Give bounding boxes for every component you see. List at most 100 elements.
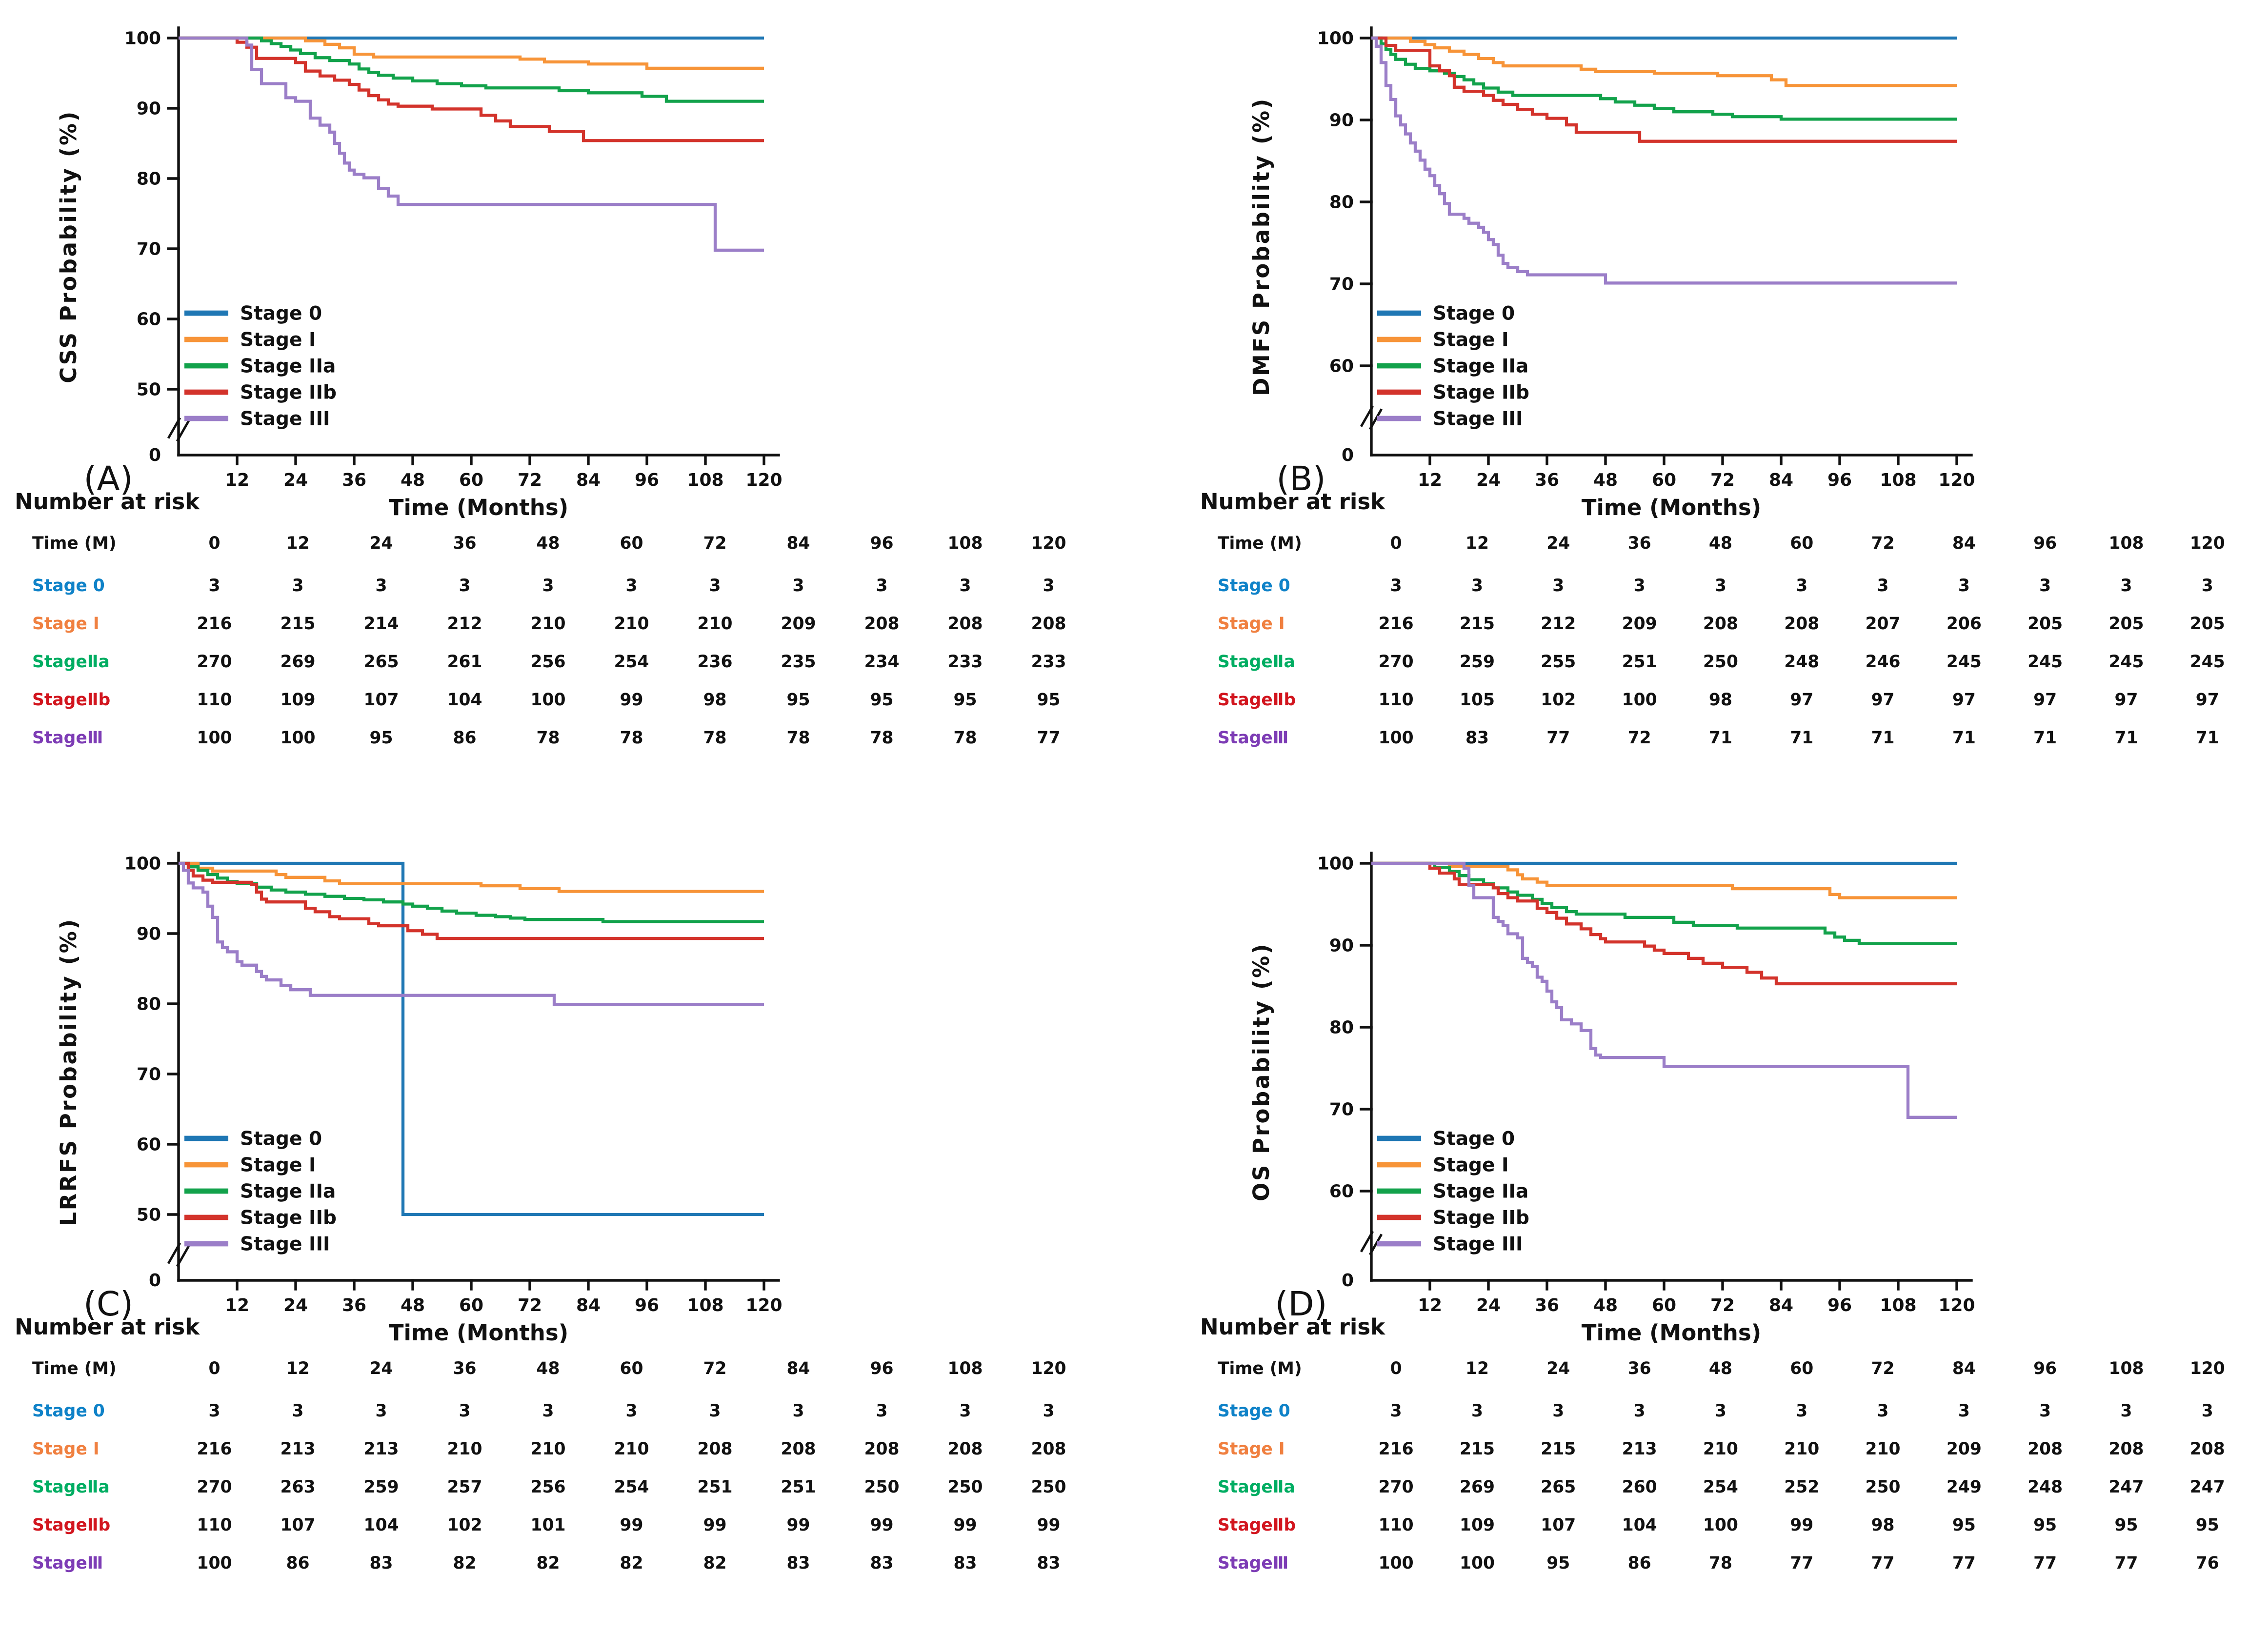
legend-label: Stage I <box>240 1154 316 1176</box>
at-risk-count-cell: 3 <box>1552 575 1565 596</box>
legend-label: Stage IIb <box>240 1207 337 1229</box>
y-tick-label: 70 <box>1329 275 1354 295</box>
risk-table-row: Stage Ⅰ 216 215 215 213 210 210 210 209 208 208 208 <box>1197 1430 2248 1468</box>
at-risk-count-cell: 215 <box>1459 613 1495 634</box>
at-risk-count-cell: 209 <box>781 613 816 634</box>
at-risk-count-cell: 83 <box>953 1552 977 1573</box>
at-risk-count-cell: 210 <box>614 613 649 634</box>
axes <box>167 26 780 465</box>
at-risk-count-cell: 97 <box>2033 689 2057 710</box>
time-header-cell: Time (M) <box>1218 533 1302 553</box>
at-risk-count-cell: 259 <box>1459 651 1495 672</box>
y-tick-label: 70 <box>137 239 161 259</box>
x-tick-label: 96 <box>1827 1295 1852 1315</box>
y-tick-label: 70 <box>1329 1100 1354 1120</box>
x-tick-label: 24 <box>283 470 308 490</box>
time-value-cell: 108 <box>947 1358 983 1378</box>
time-value-cell: 0 <box>208 1358 221 1378</box>
time-value-cell: 12 <box>286 1358 310 1378</box>
x-axis-title: Time (Months) <box>1582 495 1761 520</box>
x-tick-label: 96 <box>1827 470 1852 490</box>
at-risk-count-cell: 97 <box>2195 689 2219 710</box>
at-risk-count-cell: 77 <box>1871 1552 1895 1573</box>
legend-label: Stage III <box>1433 1234 1523 1255</box>
y-tick-label: 100 <box>124 854 161 874</box>
at-risk-count-cell: 95 <box>369 727 393 748</box>
at-risk-count-cell: 3 <box>625 1400 638 1421</box>
at-risk-count-cell: 205 <box>2027 613 2063 634</box>
at-risk-count-cell: 97 <box>2114 689 2138 710</box>
at-risk-count-cell: 250 <box>1703 651 1738 672</box>
risk-table-row: StageⅡb 110 105 102 100 98 97 97 97 97 97 97 <box>1197 680 2248 718</box>
at-risk-count-cell: 78 <box>1708 1552 1732 1573</box>
at-risk-count-cell: 3 <box>709 575 721 596</box>
at-risk-count-cell: 3 <box>1877 1400 1889 1421</box>
at-risk-count-cell: 110 <box>1378 689 1414 710</box>
number-at-risk-heading: Number at risk <box>15 489 200 515</box>
at-risk-count-cell: 82 <box>453 1552 477 1573</box>
legend-label: Stage I <box>1433 329 1509 351</box>
time-value-cell: 84 <box>786 533 810 553</box>
at-risk-count-cell: 100 <box>1622 689 1657 710</box>
time-value-cell: 36 <box>1627 533 1651 553</box>
x-tick-label: 12 <box>1418 470 1442 490</box>
at-risk-count-cell: 254 <box>614 651 649 672</box>
at-risk-count-cell: 207 <box>1865 613 1901 634</box>
curve-stage-i <box>179 36 764 70</box>
at-risk-count-cell: 208 <box>1031 1438 1066 1459</box>
at-risk-count-cell: 95 <box>2033 1514 2057 1535</box>
x-tick-label: 108 <box>1880 470 1916 490</box>
at-risk-count-cell: 100 <box>197 1552 232 1573</box>
stage-label-cell: StageⅢ <box>32 1552 103 1573</box>
at-risk-count-cell: 105 <box>1459 689 1495 710</box>
at-risk-count-cell: 71 <box>1790 727 1814 748</box>
at-risk-count-cell: 213 <box>363 1438 399 1459</box>
legend-item: Stage III <box>184 1234 330 1255</box>
at-risk-count-cell: 3 <box>1796 575 1808 596</box>
km-chart: 100 90 80 70 60 50 0 12 24 36 48 60 72 84 96 108 120 Time… <box>56 852 783 1346</box>
at-risk-count-cell: 3 <box>1390 1400 1402 1421</box>
at-risk-count-cell: 256 <box>530 1476 566 1497</box>
x-tick-label: 120 <box>1938 1295 1975 1315</box>
at-risk-count-cell: 86 <box>286 1552 310 1573</box>
stage-label-cell: StageⅢ <box>1218 727 1289 748</box>
legend-item: Stage III <box>1377 408 1523 430</box>
at-risk-count-cell: 205 <box>2108 613 2144 634</box>
at-risk-count-cell: 234 <box>864 651 900 672</box>
risk-table-row: StageⅡa 270 263 259 257 256 254 251 251 250 250 250 <box>12 1468 1090 1506</box>
time-value-cell: 96 <box>2033 1358 2057 1378</box>
x-tick-label: 12 <box>225 1295 249 1315</box>
legend-item: Stage IIa <box>184 356 336 378</box>
legend-label: Stage 0 <box>240 303 322 325</box>
at-risk-count-cell: 97 <box>1871 689 1895 710</box>
y-tick-label: 80 <box>1329 193 1354 213</box>
curve-stage-i <box>1371 861 1957 899</box>
at-risk-count-cell: 254 <box>1703 1476 1738 1497</box>
y-tick-label: 50 <box>137 380 161 400</box>
at-risk-count-cell: 99 <box>703 1514 727 1535</box>
at-risk-count-cell: 109 <box>1459 1514 1495 1535</box>
legend-label: Stage IIb <box>1433 1207 1529 1229</box>
at-risk-count-cell: 212 <box>1541 613 1576 634</box>
x-tick-label: 72 <box>518 470 542 490</box>
time-value-cell: 0 <box>1390 533 1402 553</box>
at-risk-count-cell: 210 <box>1784 1438 1820 1459</box>
at-risk-count-cell: 3 <box>959 575 971 596</box>
curve-stage-i <box>1371 36 1957 87</box>
y-tick-label: 100 <box>1317 854 1354 874</box>
stage-label-cell: StageⅡa <box>1218 651 1295 672</box>
legend-item: Stage IIa <box>1377 356 1528 378</box>
at-risk-count-cell: 100 <box>1378 1552 1414 1573</box>
y-tick-label: 100 <box>124 29 161 49</box>
time-value-cell: 60 <box>620 533 643 553</box>
x-tick-label: 36 <box>342 470 366 490</box>
at-risk-count-cell: 260 <box>1622 1476 1657 1497</box>
at-risk-count-cell: 3 <box>542 1400 554 1421</box>
at-risk-count-cell: 3 <box>459 575 471 596</box>
at-risk-count-cell: 95 <box>786 689 810 710</box>
at-risk-count-cell: 251 <box>697 1476 733 1497</box>
at-risk-count-cell: 233 <box>1031 651 1066 672</box>
at-risk-count-cell: 216 <box>197 1438 232 1459</box>
at-risk-count-cell: 78 <box>620 727 643 748</box>
